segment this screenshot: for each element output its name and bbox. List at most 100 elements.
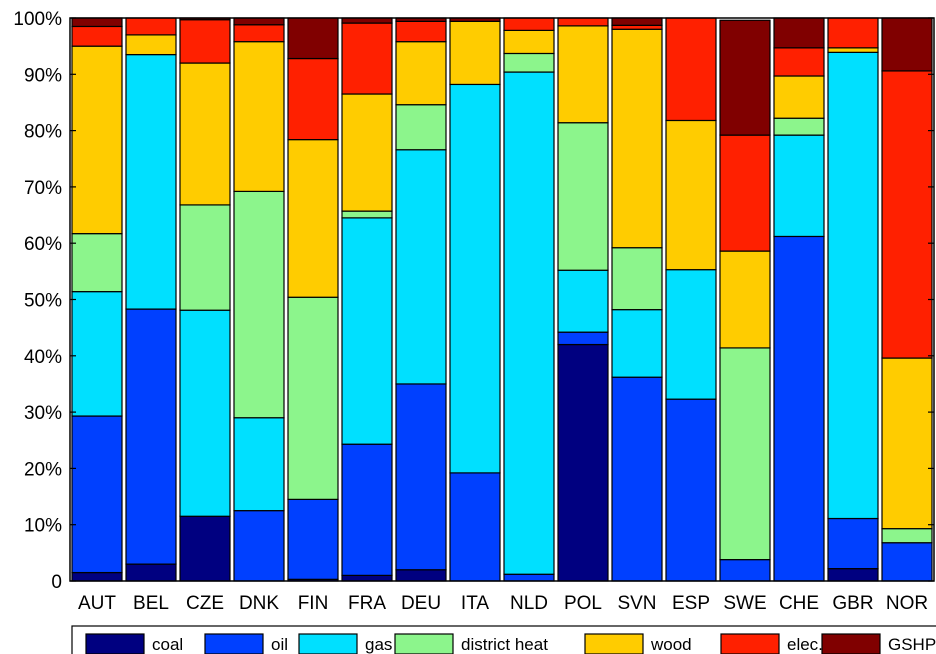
bar-segment-swe-oil [719,559,771,582]
bar-segment-bel-gas [125,53,177,310]
bar-segment-che-district-heat [773,117,825,136]
bar-segment-swe-elec [719,134,771,252]
bar-segment-dnk-elec [233,24,285,43]
x-tick-label: POL [564,593,602,614]
y-tick-label: 20% [24,459,62,480]
bar-segment-cze-district-heat [179,204,231,311]
bar-segment-che-wood [773,75,825,119]
bar-segment-fra-coal [341,574,393,582]
bar-segment-bel-wood [125,34,177,56]
bar-pol [557,17,609,582]
bar-segment-fin-elec [287,57,339,141]
bar-deu [395,17,447,582]
legend-label: oil [271,635,288,654]
bar-segment-aut-oil [71,415,123,574]
bar-segment-bel-elec [125,17,177,36]
bar-ita [449,17,501,582]
bar-segment-bel-oil [125,308,177,565]
legend-swatch [298,633,358,654]
bar-segment-aut-gas [71,291,123,417]
bar-nld [503,17,555,582]
bar-segment-nld-gas [503,71,555,575]
bar-fin [287,17,339,582]
bar-segment-fra-gas [341,217,393,445]
bar-che [773,17,825,582]
bar-segment-fra-district-heat [341,210,393,219]
y-tick-label: 30% [24,403,62,424]
bar-segment-dnk-oil [233,510,285,582]
x-tick-label: SVN [617,593,656,614]
x-tick-label: CHE [779,593,819,614]
x-tick-label: CZE [186,593,224,614]
bar-segment-nor-district-heat [881,528,933,544]
legend-label: wood [650,635,692,654]
bar-segment-swe-district-heat [719,347,771,561]
bar-segment-nor-gshp [881,17,933,72]
bar-segment-gbr-wood [827,47,879,53]
legend-item: coal [85,633,183,654]
bar-segment-aut-district-heat [71,233,123,293]
x-tick-label: FRA [348,593,386,614]
bar-aut [71,17,123,582]
y-tick-label: 0 [51,572,62,593]
bar-segment-pol-oil [557,331,609,346]
bar-segment-svn-gas [611,309,663,378]
bar-segment-nor-oil [881,542,933,582]
y-tick-label: 50% [24,291,62,312]
bar-segment-deu-district-heat [395,104,447,151]
bar-segment-nld-oil [503,573,555,582]
bar-segment-pol-elec [557,17,609,27]
bar-segment-svn-gshp [611,17,663,26]
bar-segment-che-elec [773,47,825,77]
bar-segment-che-gas [773,134,825,238]
bar-segment-esp-gas [665,269,717,400]
bar-segment-deu-wood [395,41,447,106]
bar-dnk [233,17,285,582]
plot-frame [69,17,935,582]
x-tick-label: NLD [510,593,548,614]
bar-segment-fin-wood [287,139,339,298]
legend-swatch [85,633,145,654]
legend-item: district heat [394,633,548,654]
bar-nor [881,17,933,582]
bar-segment-svn-wood [611,28,663,249]
y-axis: 0 10% 20% 30% 40% 50% 60% 70% 80% 90% 100% [13,9,934,593]
bar-segment-nld-wood [503,29,555,55]
legend-swatch [204,633,264,654]
bar-segment-svn-district-heat [611,247,663,311]
bar-segment-ita-oil [449,472,501,582]
bar-segment-cze-coal [179,515,231,582]
y-tick-label: 100% [13,9,62,30]
bar-svn [611,17,663,582]
bar-segment-fra-elec [341,22,393,95]
bar-segment-che-oil [773,235,825,582]
legend-swatch [821,633,881,654]
bar-segment-aut-coal [71,571,123,582]
bar-segment-aut-wood [71,45,123,235]
bar-gbr [827,17,879,582]
bar-segment-esp-wood [665,119,717,271]
bar-segment-ita-gas [449,83,501,474]
bar-segment-dnk-wood [233,41,285,193]
x-tick-label: FIN [298,593,329,614]
bar-segment-deu-gas [395,149,447,385]
y-tick-label: 80% [24,122,62,143]
bar-segment-nor-elec [881,70,933,359]
bar-segment-esp-oil [665,398,717,582]
legend-item: elec. [720,633,823,654]
bar-segment-ita-wood [449,20,501,86]
bar-segment-gbr-elec [827,17,879,49]
y-tick-label: 10% [24,516,62,537]
bar-segment-fin-district-heat [287,296,339,500]
legend-swatch [394,633,454,654]
bar-segment-che-gshp [773,17,825,49]
bar-segment-nld-elec [503,17,555,31]
bar-cze [179,17,231,582]
bar-segment-pol-wood [557,25,609,124]
bar-segment-swe-wood [719,250,771,349]
bar-swe [719,19,771,582]
legend-label: GSHP [888,635,936,654]
bar-segment-fin-oil [287,498,339,580]
bar-segment-deu-oil [395,383,447,571]
